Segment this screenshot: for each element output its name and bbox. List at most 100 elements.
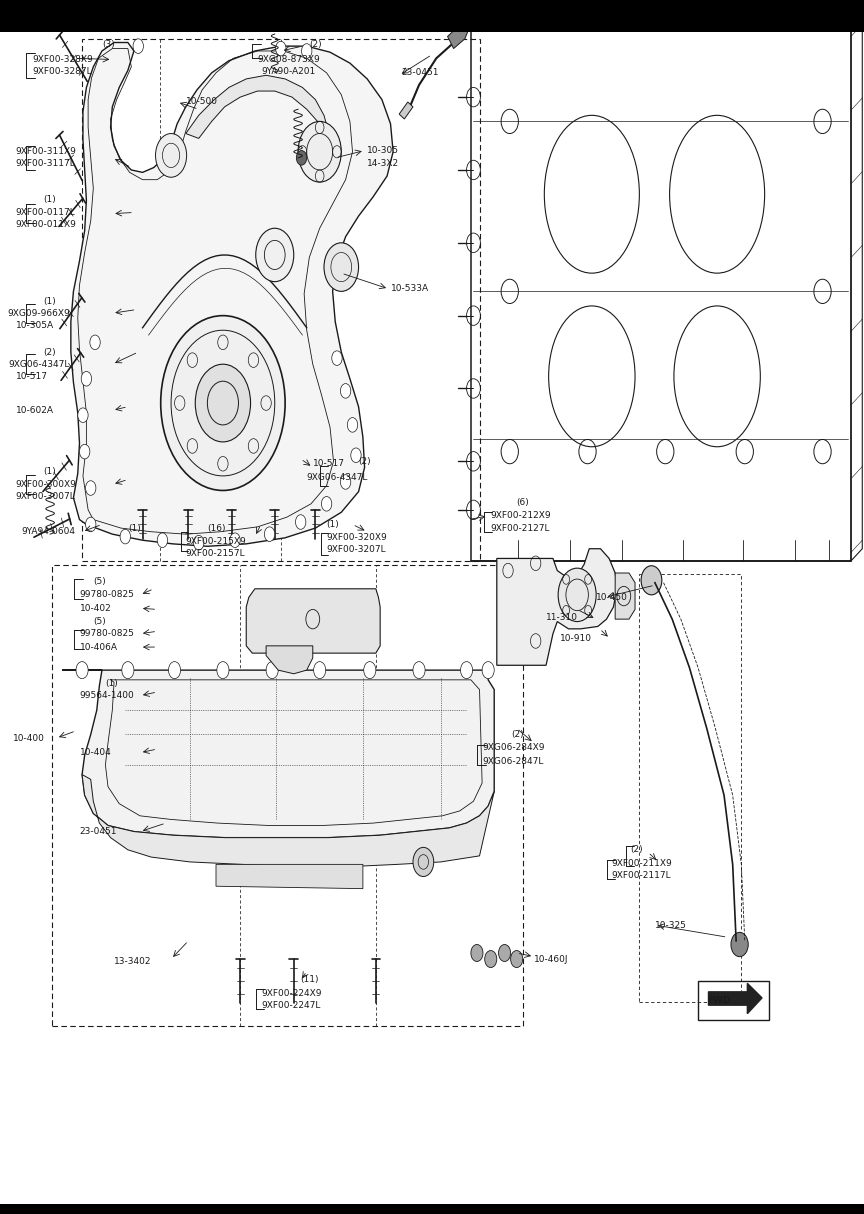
Text: (1): (1) (128, 523, 141, 533)
Text: 99564-1400: 99564-1400 (79, 691, 134, 700)
Text: 9XF00-3117L: 9XF00-3117L (16, 159, 75, 169)
Polygon shape (246, 589, 380, 653)
Circle shape (79, 444, 90, 459)
Text: 10-533A: 10-533A (391, 284, 429, 294)
Text: 10-500: 10-500 (186, 97, 218, 107)
Circle shape (347, 418, 358, 432)
Circle shape (78, 408, 88, 422)
Circle shape (314, 662, 326, 679)
Text: 9XF00-3007L: 9XF00-3007L (16, 492, 75, 501)
Circle shape (499, 944, 511, 961)
Polygon shape (71, 42, 393, 546)
Text: 9XG06-284X9: 9XG06-284X9 (482, 743, 544, 753)
Text: 9XF00-215X9: 9XF00-215X9 (186, 537, 246, 546)
Circle shape (351, 448, 361, 463)
Circle shape (413, 662, 425, 679)
Circle shape (122, 662, 134, 679)
Circle shape (194, 535, 204, 550)
Polygon shape (497, 549, 617, 665)
Circle shape (86, 517, 96, 532)
Circle shape (641, 566, 662, 595)
Text: 23-0451: 23-0451 (402, 68, 439, 78)
Bar (698, 981, 769, 1020)
Circle shape (90, 335, 100, 350)
Text: 9XF00-011X9: 9XF00-011X9 (16, 220, 76, 229)
Text: 10-325: 10-325 (655, 920, 687, 930)
Bar (639, 574, 741, 1002)
Circle shape (156, 134, 187, 177)
Text: 9XF00-224X9: 9XF00-224X9 (261, 988, 321, 998)
Text: 9YA94-0604: 9YA94-0604 (22, 527, 76, 537)
Text: 9XF00-0117L: 9XF00-0117L (16, 208, 75, 217)
Text: (5): (5) (93, 577, 106, 586)
Circle shape (264, 527, 275, 541)
Circle shape (133, 39, 143, 53)
Circle shape (511, 951, 523, 968)
Text: 9XG06-4347L: 9XG06-4347L (9, 359, 70, 369)
Circle shape (86, 481, 96, 495)
Text: 9XF00-2157L: 9XF00-2157L (186, 549, 245, 558)
Text: (1): (1) (43, 466, 56, 476)
Text: 10-517: 10-517 (313, 459, 345, 469)
Text: 10-406A: 10-406A (79, 642, 118, 652)
Text: 9XG09-966X9: 9XG09-966X9 (7, 308, 70, 318)
Polygon shape (708, 983, 762, 1014)
Polygon shape (186, 75, 328, 138)
Text: 9XF00-2117L: 9XF00-2117L (612, 870, 671, 880)
Text: 9XF00-2127L: 9XF00-2127L (491, 523, 550, 533)
Circle shape (558, 568, 596, 622)
Text: (16): (16) (207, 523, 226, 533)
Text: (11): (11) (301, 975, 319, 985)
Text: 9XF00-211X9: 9XF00-211X9 (612, 858, 672, 868)
Text: 10-450: 10-450 (596, 592, 628, 602)
Text: 10-910: 10-910 (560, 634, 592, 643)
Circle shape (461, 662, 473, 679)
Circle shape (302, 44, 312, 58)
Text: 13-3402: 13-3402 (114, 957, 151, 966)
Circle shape (157, 533, 168, 548)
Circle shape (482, 662, 494, 679)
Text: (2): (2) (309, 40, 322, 50)
Text: 9XF00-311X9: 9XF00-311X9 (16, 147, 76, 157)
Bar (471, 30, 851, 561)
Text: 9XF00-3287L: 9XF00-3287L (33, 67, 92, 76)
Text: (2): (2) (631, 845, 644, 855)
Bar (0, 0, 864, 32)
Text: (1): (1) (327, 520, 340, 529)
Text: 9XG06-4347L: 9XG06-4347L (307, 472, 368, 482)
Circle shape (217, 662, 229, 679)
Text: 10-402: 10-402 (79, 603, 111, 613)
Text: 10-460J: 10-460J (534, 954, 569, 964)
Bar (52, 565, 523, 1026)
Circle shape (340, 475, 351, 489)
Circle shape (195, 364, 251, 442)
Text: 23-0451: 23-0451 (79, 827, 117, 836)
Polygon shape (266, 646, 313, 674)
Text: 14-3X2: 14-3X2 (367, 159, 399, 169)
Circle shape (168, 662, 181, 679)
Circle shape (321, 497, 332, 511)
Text: (5): (5) (93, 617, 106, 626)
Text: 99780-0825: 99780-0825 (79, 629, 135, 639)
Polygon shape (82, 775, 494, 867)
Bar (0, 1204, 864, 1214)
Polygon shape (448, 27, 468, 49)
Text: 9XF00-328X9: 9XF00-328X9 (33, 55, 93, 64)
Text: (1): (1) (105, 679, 118, 688)
Circle shape (324, 243, 359, 291)
Circle shape (731, 932, 748, 957)
Circle shape (298, 121, 341, 182)
Text: 9YA90-A201: 9YA90-A201 (261, 67, 315, 76)
Polygon shape (216, 864, 363, 889)
Circle shape (295, 515, 306, 529)
Text: 9XF00-3207L: 9XF00-3207L (327, 545, 386, 555)
Bar (82, 39, 480, 561)
Text: (2): (2) (511, 730, 524, 739)
Circle shape (256, 228, 294, 282)
Text: 9XG08-873X9: 9XG08-873X9 (257, 55, 321, 64)
Circle shape (364, 662, 376, 679)
Circle shape (340, 384, 351, 398)
Polygon shape (399, 102, 413, 119)
Polygon shape (62, 670, 494, 838)
Text: 10-305: 10-305 (367, 146, 399, 155)
